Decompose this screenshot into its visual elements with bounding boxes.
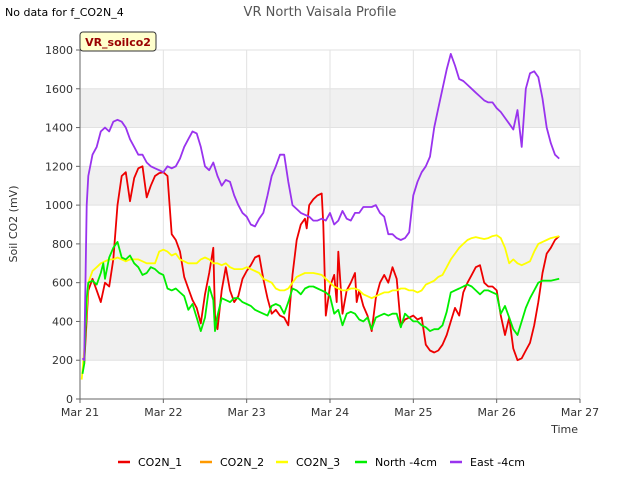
y-tick-label: 200 [52,354,73,367]
y-axis-label: Soil CO2 (mV) [7,186,20,263]
legend-label-2: CO2N_3 [296,456,340,469]
series-line-3 [81,241,560,374]
legend: CO2N_1 CO2N_2 CO2N_3 North -4cm East -4cm [118,456,525,469]
y-tick-label: 1200 [45,160,73,173]
chart-badge-label: VR_soilco2 [85,36,151,49]
x-tick-label: Mar 23 [228,406,266,419]
chart-badge: VR_soilco2 [79,31,157,52]
grid-bands [79,49,581,400]
series-line-0 [83,165,560,365]
no-data-note: No data for f_CO2N_4 [5,6,124,19]
chart-badge-box [79,31,157,52]
x-tick-label: Mar 24 [311,406,349,419]
x-axis-label: Time [550,423,578,436]
y-tick-label: 800 [52,238,73,251]
y-tick-label: 1400 [45,122,73,135]
y-tick-label: 0 [66,393,73,406]
y-tick-label: 1600 [45,83,73,96]
legend-label-1: CO2N_2 [220,456,264,469]
x-tick-label: Mar 27 [561,406,599,419]
x-tick-label: Mar 22 [144,406,182,419]
chart-title: VR North Vaisala Profile [244,5,397,20]
series-layer [80,53,560,380]
y-tick-label: 1800 [45,44,73,57]
x-tick-label: Mar 25 [394,406,432,419]
y-tick-label: 400 [52,315,73,328]
series-line-4 [81,53,560,362]
legend-label-3: North -4cm [375,456,437,469]
y-tick-label: 600 [52,277,73,290]
axes: 0 200 400 600 800 1000 1200 1400 1600 1800 Mar 21 M… [45,44,599,419]
x-tick-label: Mar 26 [478,406,516,419]
legend-label-4: East -4cm [470,456,525,469]
x-tick-label: Mar 21 [61,406,99,419]
legend-label-0: CO2N_1 [138,456,182,469]
y-tick-label: 1000 [45,199,73,212]
series-line-2 [80,234,560,380]
